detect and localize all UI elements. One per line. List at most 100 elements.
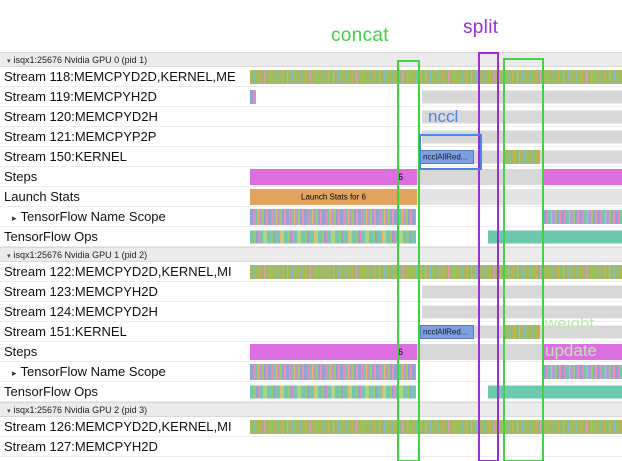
steps-next-bar[interactable] bbox=[543, 343, 622, 360]
track-lane bbox=[250, 67, 622, 86]
row-label[interactable]: ▾ isqx1:25676 Nvidia GPU 1 (pid 2) bbox=[0, 250, 147, 260]
weight-update-kernel-bar[interactable] bbox=[505, 149, 540, 164]
track-lane bbox=[250, 302, 622, 321]
process-header-row: ▾ isqx1:25676 Nvidia GPU 0 (pid 1) bbox=[0, 52, 622, 67]
trace-row: Stream 127:MEMCPYH2D bbox=[0, 437, 622, 457]
ops-strip[interactable] bbox=[250, 385, 416, 398]
expand-triangle-icon[interactable]: ▾ bbox=[7, 252, 11, 260]
expand-triangle-icon[interactable]: ▸ bbox=[12, 213, 17, 223]
split-annotation-label: split bbox=[463, 17, 499, 38]
row-label-text: Stream 120:MEMCPYD2H bbox=[4, 109, 158, 124]
row-label[interactable]: ▾ isqx1:25676 Nvidia GPU 0 (pid 1) bbox=[0, 55, 147, 65]
expand-triangle-icon[interactable]: ▾ bbox=[7, 57, 11, 65]
trace-row: Stream 122:MEMCPYD2D,KERNEL,MI bbox=[0, 262, 622, 282]
steps-bar[interactable]: 6 bbox=[250, 168, 417, 185]
steps-next-bar[interactable] bbox=[543, 168, 622, 185]
memcpy-activity-marks[interactable] bbox=[250, 89, 256, 104]
trace-row: Stream 121:MEMCPYP2P bbox=[0, 127, 622, 147]
row-label-text: Stream 118:MEMCPYD2D,KERNEL,ME bbox=[4, 69, 236, 84]
trace-row: Stream 150:KERNEL ncclAllRed... bbox=[0, 147, 622, 167]
concat-annotation-label: concat bbox=[331, 25, 389, 46]
track-lane bbox=[250, 227, 622, 246]
row-label: Stream 118:MEMCPYD2D,KERNEL,ME bbox=[0, 67, 250, 86]
name-scope-strip[interactable] bbox=[250, 208, 416, 225]
row-label: Stream 127:MEMCPYH2D bbox=[0, 437, 250, 456]
track-lane bbox=[250, 127, 622, 146]
memcpy-activity-bar[interactable] bbox=[422, 285, 622, 298]
ops-bar[interactable] bbox=[488, 230, 622, 243]
track-lane: Launch Stats for 6 bbox=[250, 187, 622, 206]
name-scope-strip[interactable] bbox=[543, 209, 622, 224]
ops-strip[interactable] bbox=[250, 230, 416, 243]
memcpy-activity-bar[interactable] bbox=[422, 90, 622, 103]
row-label-text: TensorFlow Name Scope bbox=[20, 364, 166, 379]
nccl-allreduce-bar[interactable]: ncclAllRed... bbox=[420, 149, 474, 164]
weight-update-kernel-bar[interactable] bbox=[505, 324, 540, 339]
process-header-row: ▾ isqx1:25676 Nvidia GPU 2 (pid 3) bbox=[0, 402, 622, 417]
track-lane: 6 bbox=[250, 342, 622, 361]
trace-row: Steps 6 bbox=[0, 342, 622, 362]
trace-event-label: 6 bbox=[397, 346, 403, 357]
row-label: Stream 124:MEMCPYD2H bbox=[0, 302, 250, 321]
row-label: Stream 150:KERNEL bbox=[0, 147, 250, 166]
name-scope-strip[interactable] bbox=[543, 364, 622, 379]
track-lane bbox=[250, 107, 622, 126]
trace-event-label: Launch Stats for 6 bbox=[301, 192, 366, 201]
name-scope-strip[interactable] bbox=[250, 363, 416, 380]
kernel-activity-strip[interactable] bbox=[250, 419, 622, 434]
row-label-text: isqx1:25676 Nvidia GPU 0 (pid 1) bbox=[13, 54, 148, 65]
trace-row: Stream 120:MEMCPYD2H bbox=[0, 107, 622, 127]
track-lane bbox=[250, 207, 622, 226]
track-lane bbox=[250, 417, 622, 436]
row-label: Stream 119:MEMCPYH2D bbox=[0, 87, 250, 106]
trace-event-label: ncclAllRed... bbox=[423, 327, 468, 336]
row-label-text: TensorFlow Name Scope bbox=[20, 209, 166, 224]
row-label[interactable]: ▸ TensorFlow Name Scope bbox=[0, 207, 250, 226]
row-label-text: Steps bbox=[4, 169, 38, 184]
steps-bar[interactable]: 6 bbox=[250, 343, 417, 360]
row-label-text: Stream 126:MEMCPYD2D,KERNEL,MI bbox=[4, 419, 232, 434]
track-lane: ncclAllRed... bbox=[250, 322, 622, 341]
trace-row: Stream 119:MEMCPYH2D bbox=[0, 87, 622, 107]
row-label-text: Stream 127:MEMCPYH2D bbox=[4, 439, 158, 454]
row-label[interactable]: ▾ isqx1:25676 Nvidia GPU 2 (pid 3) bbox=[0, 405, 147, 415]
trace-row: ▸ TensorFlow Name Scope bbox=[0, 362, 622, 382]
trace-event-label: ncclAllRed... bbox=[423, 152, 468, 161]
row-label-text: Stream 119:MEMCPYH2D bbox=[4, 89, 157, 104]
kernel-activity-strip[interactable] bbox=[250, 264, 622, 279]
row-label-text: Stream 122:MEMCPYD2D,KERNEL,MI bbox=[4, 264, 232, 279]
track-lane bbox=[250, 362, 622, 381]
track-lane: 6 bbox=[250, 167, 622, 186]
row-label: Stream 120:MEMCPYD2H bbox=[0, 107, 250, 126]
kernel-activity-strip[interactable] bbox=[250, 69, 622, 84]
memcpy-activity-bar[interactable] bbox=[422, 110, 622, 123]
row-label-text: TensorFlow Ops bbox=[4, 229, 98, 244]
expand-triangle-icon[interactable]: ▸ bbox=[12, 368, 17, 378]
process-header-row: ▾ isqx1:25676 Nvidia GPU 1 (pid 2) bbox=[0, 247, 622, 262]
memcpy-activity-bar[interactable] bbox=[422, 305, 622, 318]
trace-row: TensorFlow Ops bbox=[0, 227, 622, 247]
row-label: Stream 121:MEMCPYP2P bbox=[0, 127, 250, 146]
ops-bar[interactable] bbox=[488, 385, 622, 398]
row-label: Launch Stats bbox=[0, 187, 250, 206]
trace-row: Launch Stats Launch Stats for 6 bbox=[0, 187, 622, 207]
row-label-text: Stream 124:MEMCPYD2H bbox=[4, 304, 158, 319]
track-lane bbox=[250, 382, 622, 401]
trace-row: Stream 151:KERNEL ncclAllRed... bbox=[0, 322, 622, 342]
trace-row: Steps 6 bbox=[0, 167, 622, 187]
track-lane bbox=[250, 437, 622, 456]
row-label-text: Steps bbox=[4, 344, 38, 359]
row-label-text: Stream 123:MEMCPYH2D bbox=[4, 284, 158, 299]
nccl-allreduce-bar[interactable]: ncclAllRed... bbox=[420, 324, 474, 339]
row-label-text: Stream 121:MEMCPYP2P bbox=[4, 129, 157, 144]
launch-stats-gap-bar[interactable] bbox=[417, 188, 622, 205]
expand-triangle-icon[interactable]: ▾ bbox=[7, 407, 11, 415]
weight-update-line2: update bbox=[545, 341, 597, 360]
track-lane bbox=[250, 87, 622, 106]
row-label[interactable]: ▸ TensorFlow Name Scope bbox=[0, 362, 250, 381]
launch-stats-bar[interactable]: Launch Stats for 6 bbox=[250, 188, 417, 205]
memcpy-activity-bar[interactable] bbox=[422, 130, 622, 143]
row-label: Steps bbox=[0, 167, 250, 186]
trace-event-label: 6 bbox=[397, 171, 403, 182]
row-label: Stream 122:MEMCPYD2D,KERNEL,MI bbox=[0, 262, 250, 281]
